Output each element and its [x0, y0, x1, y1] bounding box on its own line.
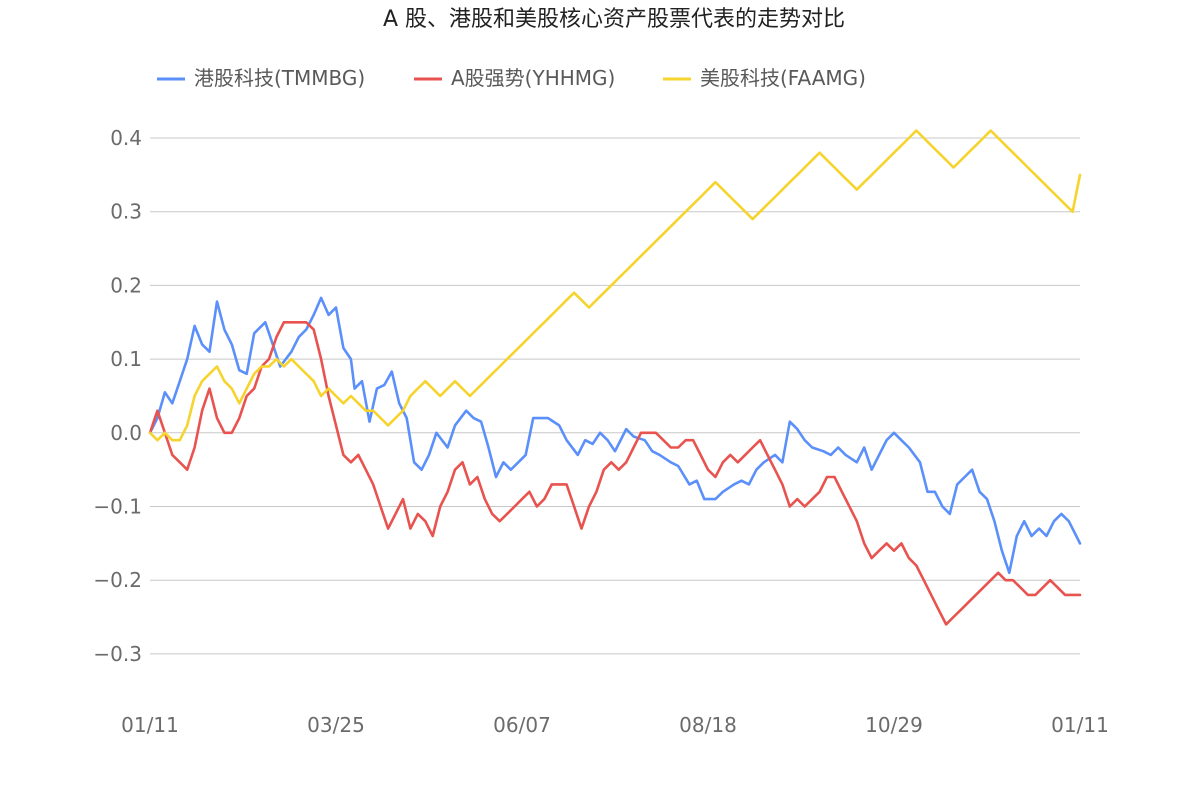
- y-tick-label-7: −0.3: [93, 642, 142, 666]
- legend-item-1[interactable]: A股强势(YHHMG): [414, 66, 615, 90]
- x-tick-label-3: 08/18: [679, 713, 737, 737]
- y-tick-label-3: 0.1: [110, 347, 142, 371]
- legend-label-2: 美股科技(FAAMG): [700, 66, 866, 90]
- legend-item-2[interactable]: 美股科技(FAAMG): [663, 66, 866, 90]
- y-tick-label-6: −0.2: [93, 568, 142, 592]
- x-tick-label-2: 06/07: [493, 713, 551, 737]
- y-tick-label-1: 0.3: [110, 200, 142, 224]
- series-line-1: [148, 321, 1082, 626]
- chart-title: A 股、港股和美股核心资产股票代表的走势对比: [383, 7, 845, 32]
- legend-label-1: A股强势(YHHMG): [451, 66, 615, 90]
- y-axis: 0.4 0.3 0.2 0.1 0.0 −0.1 −0.2 −0.3: [93, 126, 142, 666]
- y-tick-label-4: 0.0: [110, 421, 142, 445]
- legend-item-0[interactable]: 港股科技(TMMBG): [157, 66, 365, 90]
- x-axis: 01/11 03/25 06/07 08/18 10/29 01/11: [121, 713, 1109, 737]
- y-tick-label-5: −0.1: [93, 495, 142, 519]
- x-tick-label-5: 01/11: [1051, 713, 1109, 737]
- plot-area: [148, 129, 1082, 626]
- legend: 港股科技(TMMBG) A股强势(YHHMG) 美股科技(FAAMG): [157, 66, 866, 90]
- legend-label-0: 港股科技(TMMBG): [194, 66, 365, 90]
- x-tick-label-4: 10/29: [865, 713, 923, 737]
- series-line-0: [148, 296, 1082, 575]
- series-line-2: [148, 129, 1082, 442]
- x-tick-label-0: 01/11: [121, 713, 179, 737]
- y-tick-label-0: 0.4: [110, 126, 142, 150]
- y-tick-label-2: 0.2: [110, 273, 142, 297]
- gridlines: [150, 137, 1080, 655]
- x-tick-label-1: 03/25: [307, 713, 365, 737]
